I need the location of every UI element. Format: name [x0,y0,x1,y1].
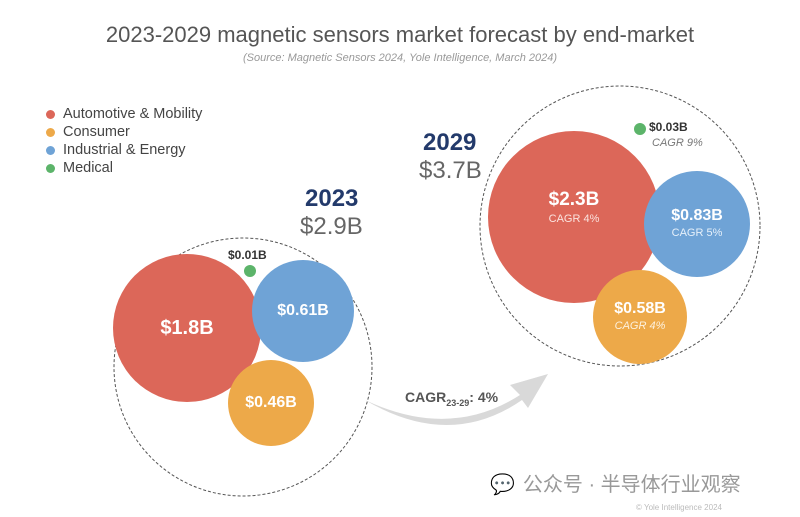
legend-consumer: Consumer [46,124,130,141]
legend-label: Automotive & Mobility [63,106,203,122]
value-2029-medical: $0.03B [649,120,688,134]
bubble-2023-automotive [113,254,261,402]
source-note: (Source: Magnetic Sensors 2024, Yole Int… [242,52,558,64]
bubble-2029-industrial [644,171,750,277]
cagr-text: CAGR [405,389,447,405]
bubble-2029-automotive [488,131,660,303]
bubble-2023-medical [244,265,256,277]
legend-label: Medical [63,160,113,176]
legend-label: Industrial & Energy [63,142,186,158]
cagr-2029-industrial: CAGR 5% [671,227,723,239]
cagr-2029-automotive: CAGR 4% [548,213,600,225]
value-2023-medical: $0.01B [228,248,267,262]
bubble-2023-industrial [252,260,354,362]
legend-dot-icon [46,109,55,119]
arrow-cagr-label: CAGR23-29: 4% [405,389,498,408]
value-2023-industrial: $0.61B [277,302,329,319]
watermark: 💬 公众号 · 半导体行业观察 [490,472,741,498]
value-2029-automotive: $2.3B [548,189,600,210]
bubble-2029-medical [634,123,646,135]
legend-dot-icon [46,127,55,137]
value-2029-consumer: $0.58B [614,300,666,317]
total-2029: $3.7B [419,157,482,184]
chart-title: 2023-2029 magnetic sensors market foreca… [105,22,695,47]
wechat-icon: 💬 [490,474,515,496]
year-2029: 2029 [423,129,477,156]
cagr-value: : 4% [469,389,499,405]
value-2029-industrial: $0.83B [671,207,723,224]
circle-2029-outline [479,85,761,367]
value-2023-consumer: $0.46B [245,394,297,411]
watermark-text: 公众号 · 半导体行业观察 [522,474,741,496]
legend-dot-icon [46,163,55,173]
bubble-2023-consumer [228,360,314,446]
copyright: © Yole Intelligence 2024 [636,503,722,512]
circle-2023-outline [113,237,373,497]
legend-label: Consumer [63,124,130,140]
cagr-period: 23-29 [446,397,470,408]
legend-medical: Medical [46,160,113,177]
value-2023-automotive: $1.8B [160,317,214,339]
legend-dot-icon [46,145,55,155]
legend-industrial: Industrial & Energy [46,142,186,159]
cagr-2029-medical: CAGR 9% [652,137,703,149]
bubble-2029-consumer [593,270,687,364]
year-2023: 2023 [305,185,359,212]
cagr-2029-consumer: CAGR 4% [614,320,666,332]
legend-automotive: Automotive & Mobility [46,106,202,123]
total-2023: $2.9B [300,213,363,240]
